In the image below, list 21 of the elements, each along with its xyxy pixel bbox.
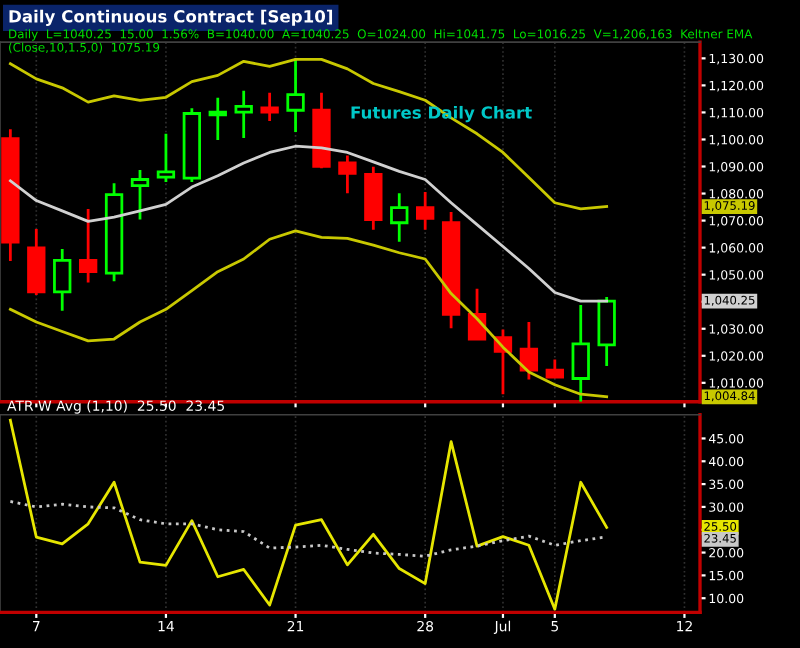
candlestick [364, 165, 383, 232]
chart-title: Daily Continuous Contract [Sep10] [9, 9, 333, 26]
candlestick [390, 191, 409, 244]
candlestick [156, 132, 176, 184]
candlestick [597, 295, 616, 368]
candlestick [53, 247, 72, 313]
line-series [8, 418, 609, 611]
candlestick [286, 56, 305, 134]
candlestick [338, 154, 357, 195]
candlestick [208, 96, 227, 142]
candlestick [27, 227, 46, 297]
line-series [8, 58, 609, 211]
candlestick [571, 303, 590, 402]
candlestick [416, 190, 435, 232]
line-series [8, 229, 609, 399]
candlestick [260, 91, 279, 123]
candlestick [234, 89, 253, 140]
candlestick [78, 207, 98, 284]
candlestick [130, 168, 150, 221]
candlestick [519, 320, 539, 381]
line-series [8, 500, 609, 558]
